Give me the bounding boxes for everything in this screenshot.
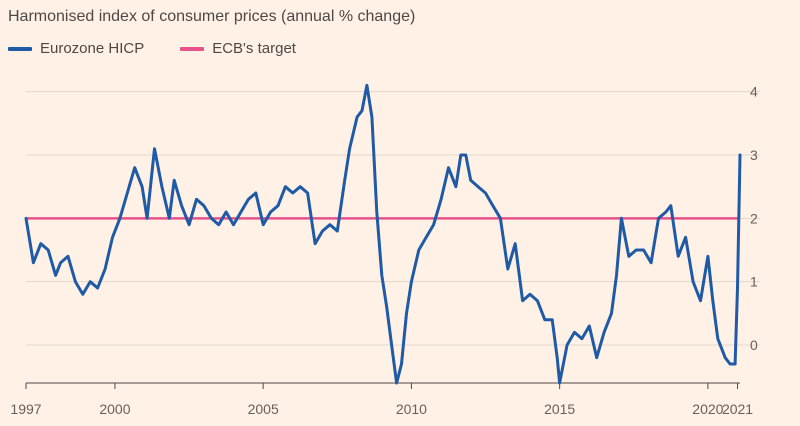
- y-tick-label: 0: [750, 337, 758, 353]
- x-tick-label: 2010: [396, 401, 427, 417]
- y-tick-label: 4: [750, 84, 758, 100]
- x-tick-label: 1997: [10, 401, 41, 417]
- legend-label-target: ECB's target: [212, 40, 296, 57]
- legend-swatch-target: [180, 46, 205, 51]
- legend-label-hicp: Eurozone HICP: [40, 40, 145, 57]
- legend-item-target: ECB's target: [180, 40, 296, 57]
- x-tick-label: 2005: [248, 401, 279, 417]
- y-tick-label: 1: [750, 274, 758, 290]
- series-line-eurozone-hicp: [24, 83, 742, 385]
- legend: Eurozone HICP ECB's target: [8, 40, 332, 57]
- x-tick-label: 2020: [692, 401, 723, 417]
- x-tick-label: 2021: [722, 401, 753, 417]
- y-tick-label: 2: [750, 210, 758, 226]
- legend-item-hicp: Eurozone HICP: [8, 40, 144, 57]
- x-tick-label: 2015: [544, 401, 575, 417]
- legend-swatch-hicp: [8, 46, 32, 51]
- chart-title: Harmonised index of consumer prices (ann…: [8, 8, 416, 25]
- x-tick-label: 2000: [99, 401, 130, 417]
- y-tick-label: 3: [750, 147, 758, 163]
